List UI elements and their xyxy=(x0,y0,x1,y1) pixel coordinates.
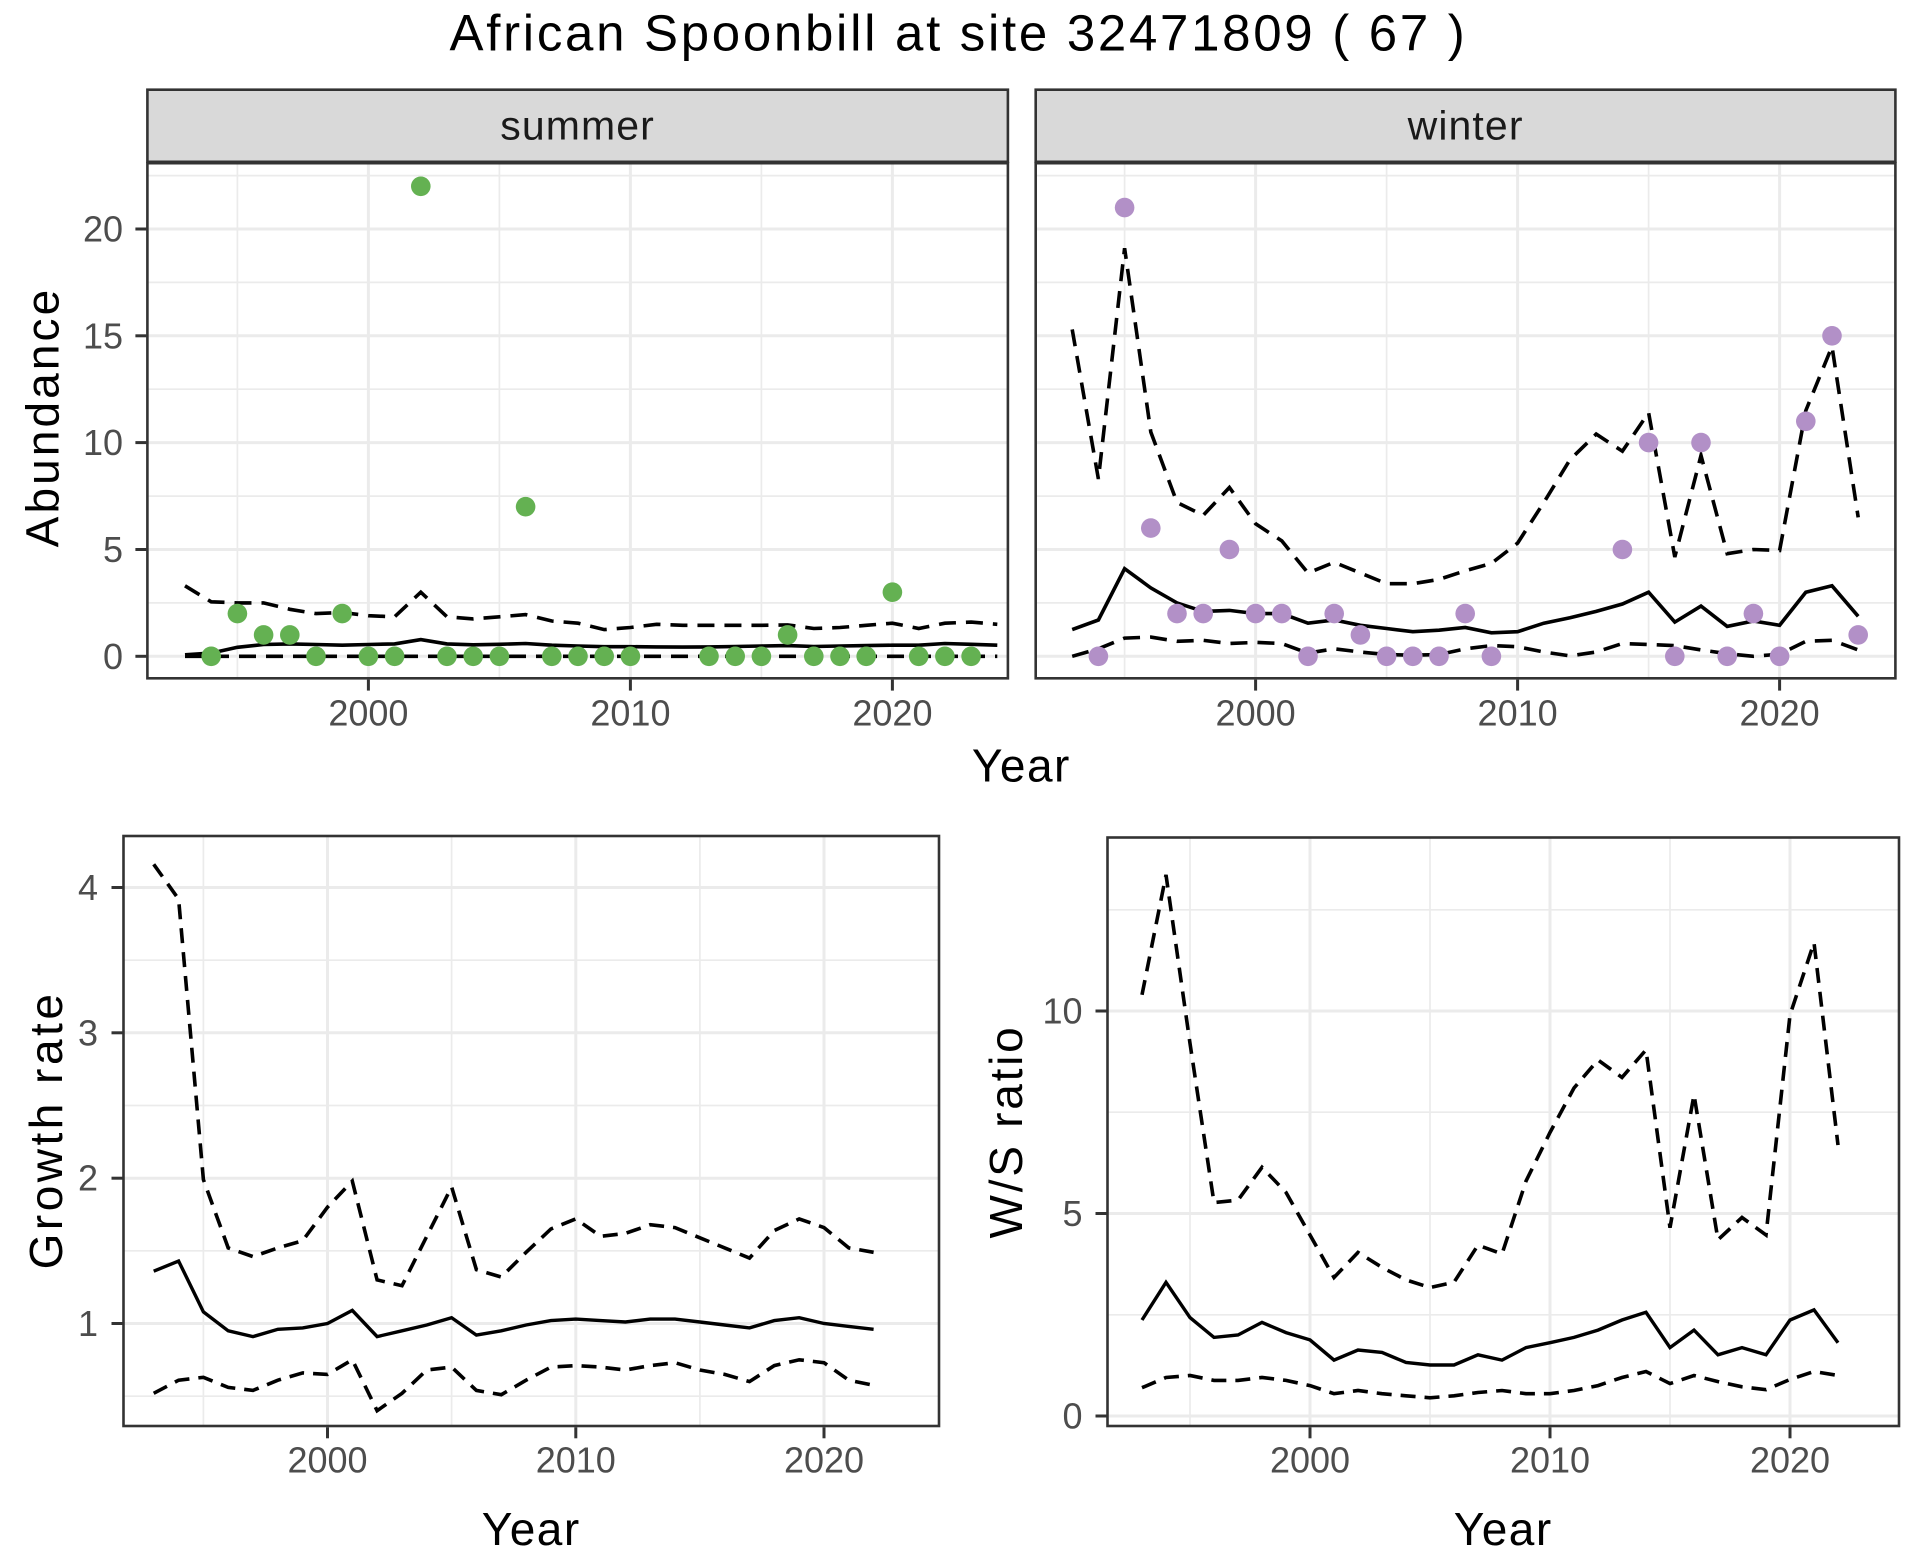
svg-text:4: 4 xyxy=(78,867,98,908)
svg-text:5: 5 xyxy=(103,529,123,570)
svg-text:African Spoonbill at site 3247: African Spoonbill at site 32471809 ( 67 … xyxy=(450,4,1468,61)
svg-text:Year: Year xyxy=(482,1503,581,1555)
svg-text:0: 0 xyxy=(1062,1396,1082,1437)
svg-text:10: 10 xyxy=(83,422,123,463)
svg-text:20: 20 xyxy=(83,209,123,250)
svg-text:15: 15 xyxy=(83,315,123,356)
svg-text:winter: winter xyxy=(1407,103,1524,149)
svg-text:Abundance: Abundance xyxy=(17,287,69,548)
svg-text:2000: 2000 xyxy=(1270,1440,1350,1481)
svg-text:2000: 2000 xyxy=(287,1440,367,1481)
svg-text:Year: Year xyxy=(1454,1503,1553,1555)
svg-text:1: 1 xyxy=(78,1303,98,1344)
svg-text:2010: 2010 xyxy=(536,1440,616,1481)
svg-text:2020: 2020 xyxy=(1740,693,1820,734)
svg-text:2: 2 xyxy=(78,1158,98,1199)
svg-text:5: 5 xyxy=(1062,1193,1082,1234)
svg-text:Year: Year xyxy=(972,740,1071,792)
svg-text:2000: 2000 xyxy=(328,693,408,734)
svg-text:2010: 2010 xyxy=(1478,693,1558,734)
svg-text:2020: 2020 xyxy=(852,693,932,734)
svg-text:0: 0 xyxy=(103,636,123,677)
svg-text:2010: 2010 xyxy=(590,693,670,734)
svg-text:2000: 2000 xyxy=(1216,693,1296,734)
svg-text:Growth rate: Growth rate xyxy=(20,991,72,1270)
svg-text:2010: 2010 xyxy=(1510,1440,1590,1481)
svg-text:2020: 2020 xyxy=(784,1440,864,1481)
svg-text:2020: 2020 xyxy=(1750,1440,1830,1481)
svg-text:summer: summer xyxy=(500,103,655,149)
svg-text:10: 10 xyxy=(1042,991,1082,1032)
svg-text:W/S ratio: W/S ratio xyxy=(980,1025,1032,1239)
svg-text:3: 3 xyxy=(78,1012,98,1053)
